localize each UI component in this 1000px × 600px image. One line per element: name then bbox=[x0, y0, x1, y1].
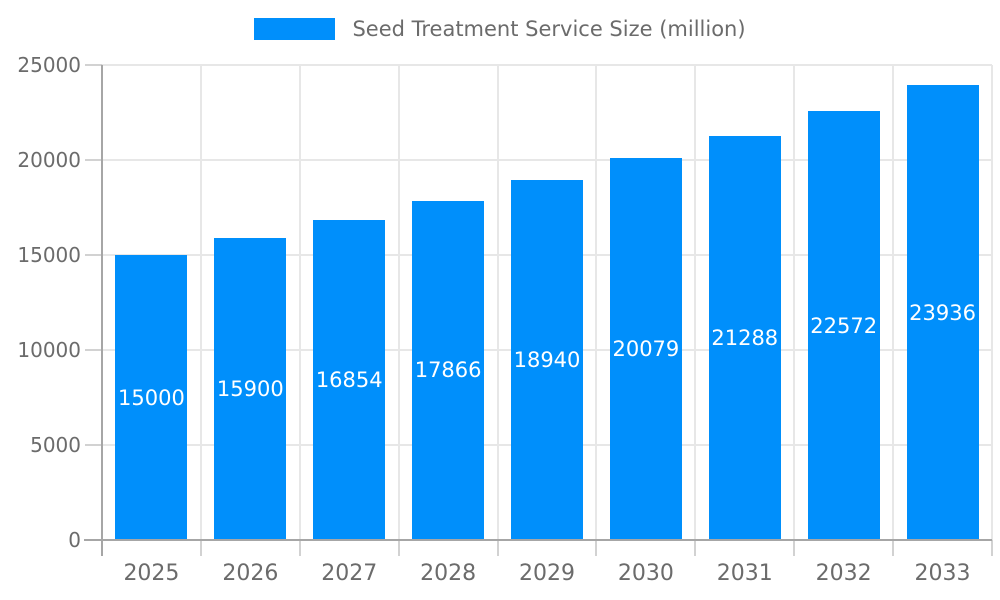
bar bbox=[906, 85, 979, 540]
bar-value-label: 18940 bbox=[513, 348, 581, 373]
bar bbox=[214, 237, 287, 540]
x-gridline bbox=[199, 65, 202, 540]
legend-marker-swatch bbox=[254, 18, 336, 40]
x-axis-label: 2026 bbox=[222, 561, 279, 586]
x-gridline bbox=[298, 65, 301, 540]
x-tick bbox=[694, 540, 697, 556]
x-gridline bbox=[694, 65, 697, 540]
bar bbox=[708, 135, 781, 540]
x-tick bbox=[397, 540, 400, 556]
x-tick bbox=[199, 540, 202, 556]
plot-area: 0 5000 10000 15000 20000 25000 15000 2025 15900 2… bbox=[17, 53, 993, 586]
chart-legend: Seed Treatment Service Size (million) bbox=[0, 17, 1000, 41]
x-axis-label: 2032 bbox=[815, 561, 872, 586]
bar bbox=[313, 219, 386, 540]
x-gridline bbox=[496, 65, 499, 540]
y-tick bbox=[85, 159, 102, 161]
x-tick bbox=[892, 540, 895, 556]
y-axis-label: 15000 bbox=[17, 243, 81, 267]
y-tick bbox=[85, 254, 102, 256]
x-tick bbox=[595, 540, 598, 556]
x-tick bbox=[298, 540, 301, 556]
y-axis-label: 20000 bbox=[17, 148, 81, 172]
x-gridline bbox=[595, 65, 598, 540]
y-gridline bbox=[102, 159, 992, 161]
bar bbox=[412, 200, 485, 540]
x-tick bbox=[496, 540, 499, 556]
y-axis-label: 5000 bbox=[30, 433, 81, 457]
bar-value-label: 15900 bbox=[216, 376, 284, 401]
y-axis-label: 0 bbox=[68, 528, 81, 552]
x-gridline bbox=[793, 65, 796, 540]
bar bbox=[609, 158, 682, 540]
bar-value-label: 15000 bbox=[118, 385, 185, 410]
y-axis-label: 25000 bbox=[17, 53, 81, 77]
y-axis-line bbox=[101, 65, 103, 556]
bar bbox=[807, 111, 880, 540]
x-axis-label: 2030 bbox=[617, 561, 674, 586]
x-axis-label: 2027 bbox=[321, 561, 378, 586]
x-tick bbox=[793, 540, 796, 556]
bar bbox=[115, 255, 188, 540]
bar-value-label: 21288 bbox=[711, 325, 779, 350]
bar-value-label: 20079 bbox=[612, 337, 680, 362]
y-tick bbox=[85, 444, 102, 446]
y-tick bbox=[85, 349, 102, 351]
x-axis-label: 2031 bbox=[716, 561, 773, 586]
x-axis-line bbox=[84, 539, 992, 541]
x-axis-label: 2029 bbox=[519, 561, 575, 586]
y-gridline bbox=[102, 64, 992, 66]
x-axis-label: 2028 bbox=[420, 561, 477, 586]
x-gridline bbox=[892, 65, 895, 540]
x-axis-label: 2025 bbox=[123, 561, 180, 586]
legend-label: Seed Treatment Service Size (million) bbox=[352, 17, 746, 41]
bar bbox=[511, 180, 583, 540]
x-gridline bbox=[397, 65, 400, 540]
x-axis-label: 2033 bbox=[914, 561, 971, 586]
y-tick bbox=[85, 64, 102, 66]
x-tick bbox=[991, 540, 993, 556]
bar-value-label: 22572 bbox=[810, 313, 878, 338]
bar-value-label: 17866 bbox=[414, 358, 482, 383]
y-axis-label: 10000 bbox=[17, 338, 81, 362]
bar-value-label: 16854 bbox=[315, 367, 383, 392]
bar-value-label: 23936 bbox=[909, 300, 976, 325]
x-gridline bbox=[991, 65, 993, 540]
